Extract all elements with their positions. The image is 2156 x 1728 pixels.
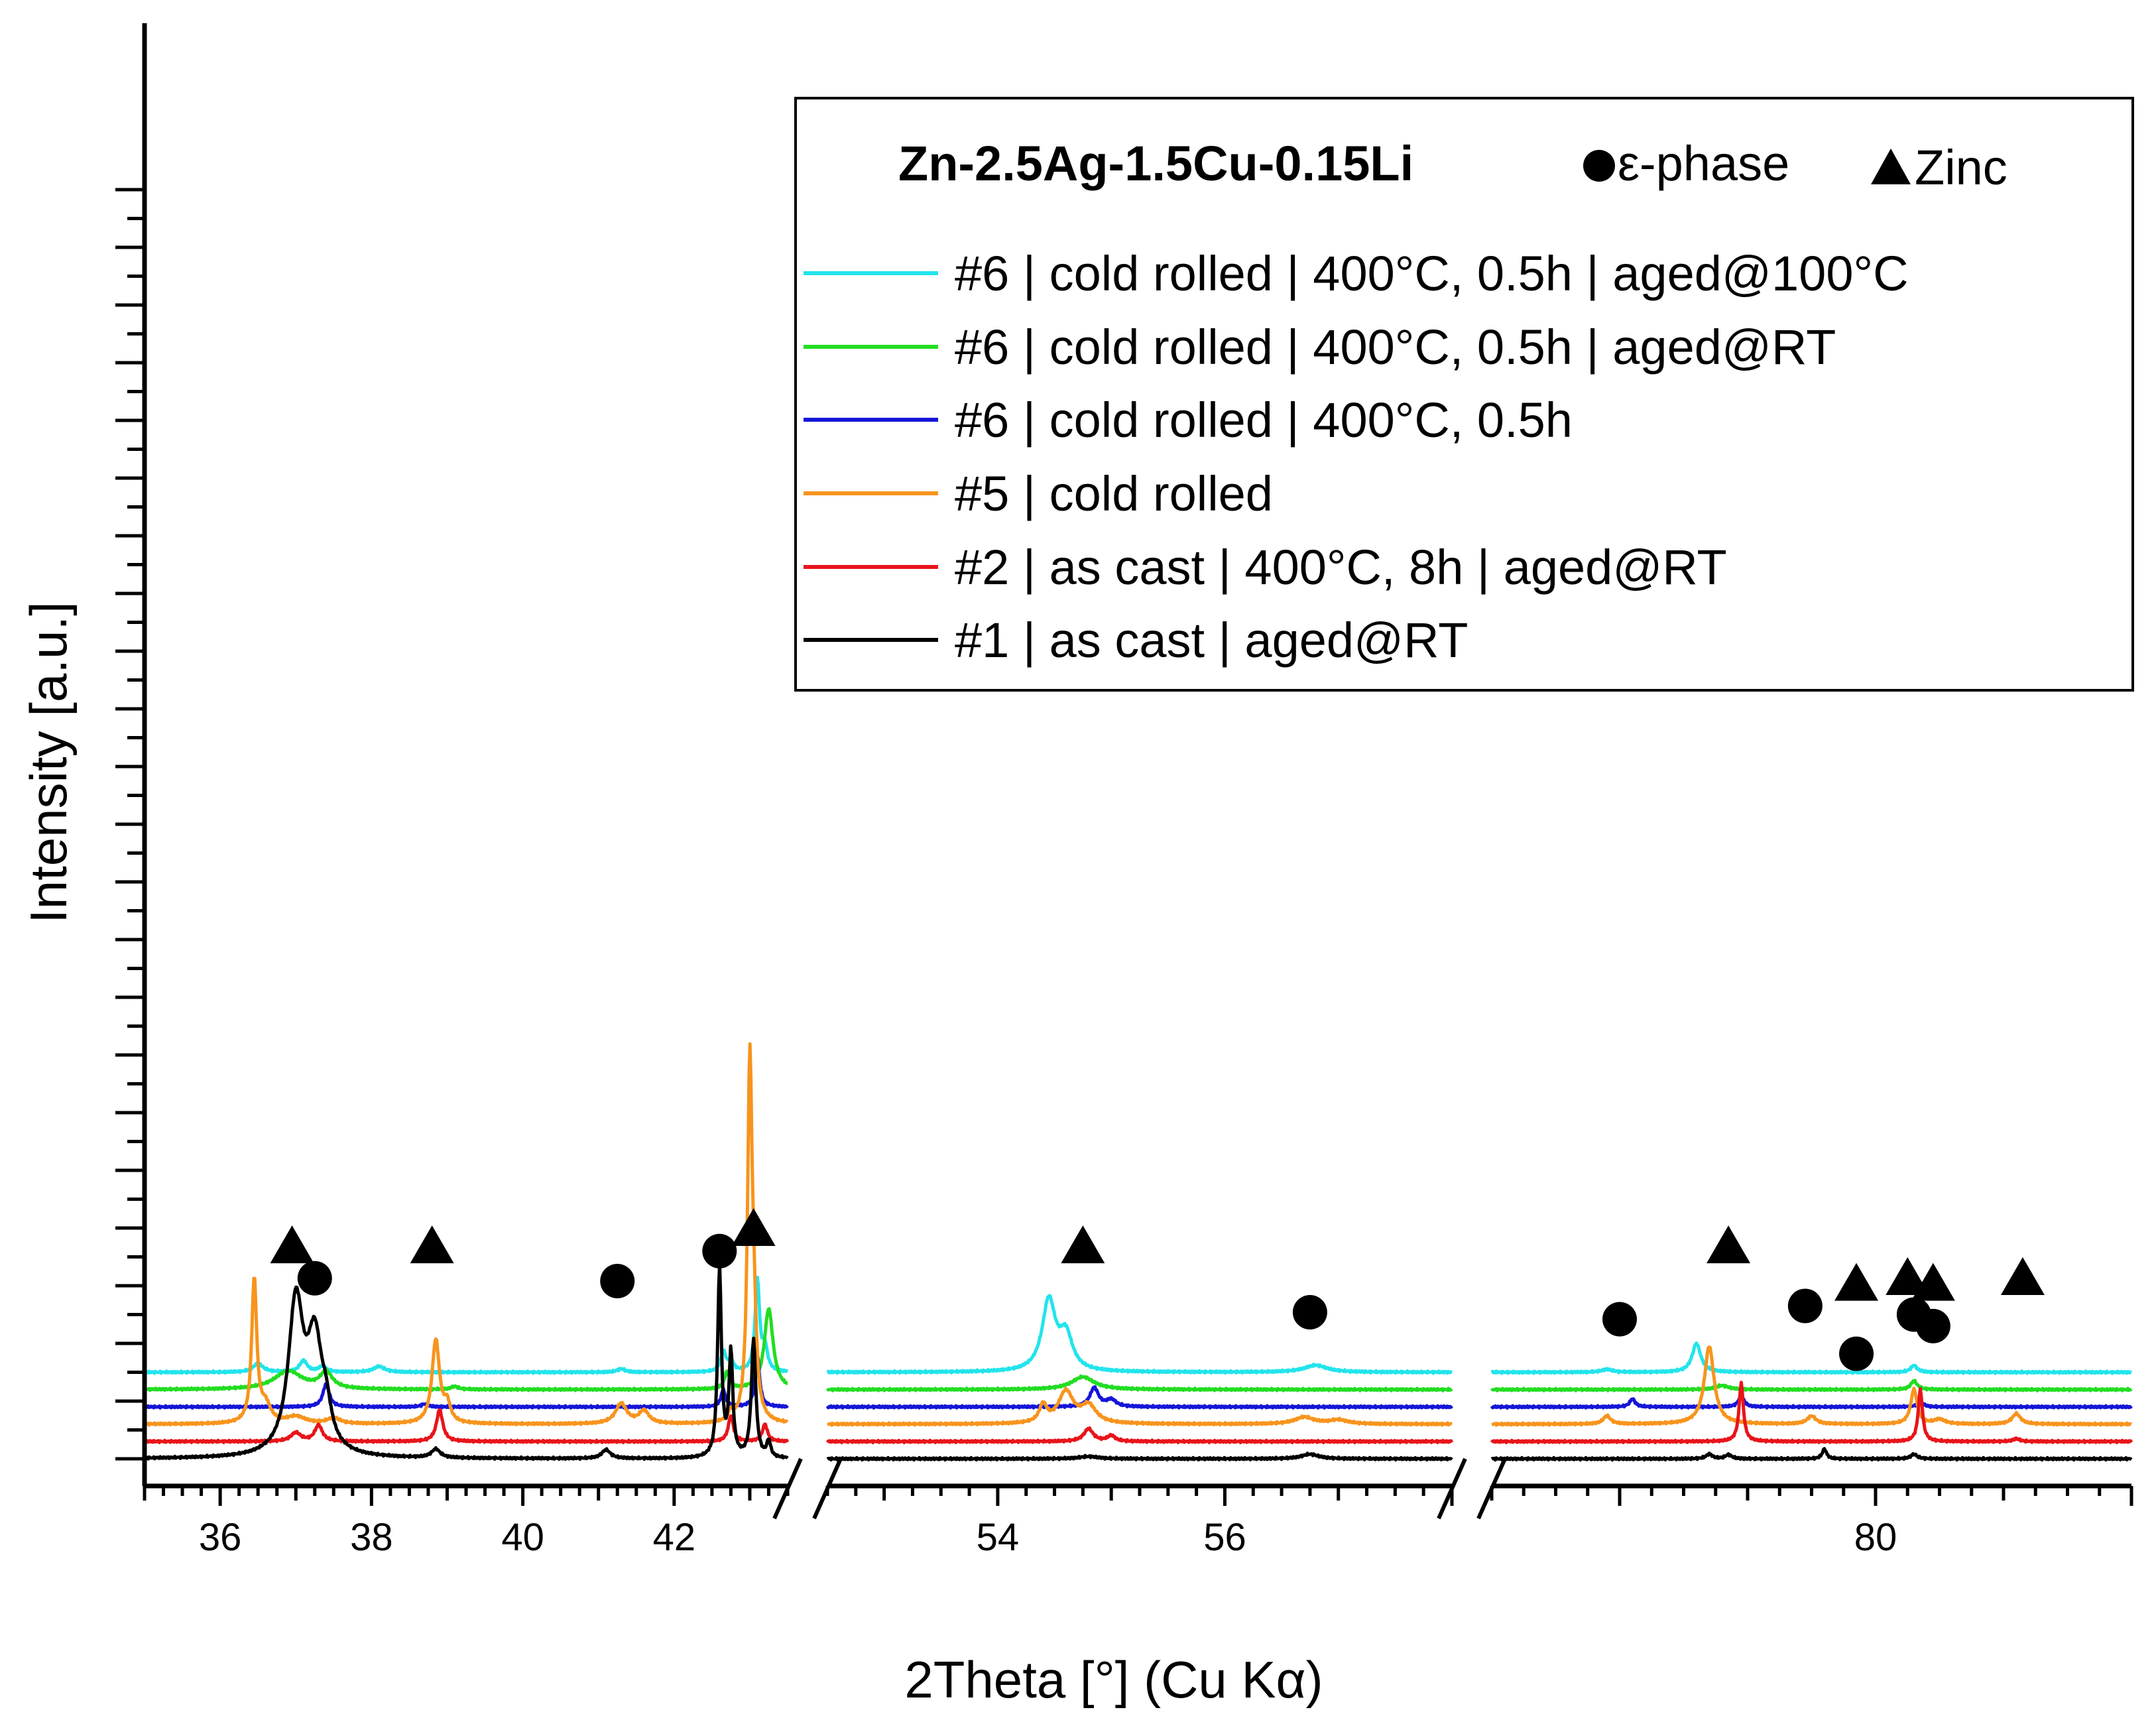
circle-marker-icon xyxy=(1583,150,1615,182)
series-line-4-segment-1 xyxy=(143,1042,789,1427)
trace-layer xyxy=(143,1042,2133,1462)
epsilon-phase-marker-12 xyxy=(702,1233,737,1268)
y-ticks xyxy=(115,188,145,1461)
legend-label-2: #6 | cold rolled | 400°C, 0.5h | aged@RT xyxy=(955,320,1836,375)
x-axis-title: 2Theta [°] (Cu Kα) xyxy=(904,1650,1323,1709)
axis-break-1 xyxy=(772,1457,843,1520)
legend-zinc-label: Zinc xyxy=(1915,140,2007,195)
epsilon-phase-marker-11 xyxy=(600,1264,635,1299)
x-tick-label: 42 xyxy=(653,1516,696,1559)
epsilon-phase-marker-13 xyxy=(1292,1295,1327,1330)
series-line-3-segment-3 xyxy=(1490,1393,2133,1410)
series-line-2-segment-2 xyxy=(825,1374,1453,1392)
axis-break-2 xyxy=(1437,1457,1507,1520)
series-line-1-segment-2 xyxy=(826,1294,1453,1375)
epsilon-phase-marker-18 xyxy=(1915,1308,1950,1343)
epsilon-phase-marker-16 xyxy=(1839,1336,1874,1371)
legend-label-3: #6 | cold rolled | 400°C, 0.5h xyxy=(955,393,1573,448)
series-line-3-segment-2 xyxy=(825,1385,1453,1410)
x-tick-label: 54 xyxy=(977,1516,1020,1559)
x-tick-label: 36 xyxy=(199,1516,242,1559)
legend: Zn-2.5Ag-1.5Cu-0.15Li ε-phase Zinc #6 | … xyxy=(794,97,2134,692)
epsilon-phase-marker-15 xyxy=(1787,1288,1823,1324)
x-ticks: 36 38 40 42 54 56 80 xyxy=(143,1486,2133,1559)
x-tick-label: 56 xyxy=(1203,1516,1246,1559)
zinc-marker-6 xyxy=(1834,1263,1879,1301)
series-line-5-segment-1 xyxy=(143,1408,790,1444)
x-tick-label: 80 xyxy=(1854,1516,1897,1559)
x-tick-label: 40 xyxy=(501,1516,544,1559)
x-tick-label: 38 xyxy=(350,1516,393,1559)
epsilon-phase-marker-10 xyxy=(297,1261,332,1296)
series-line-5-segment-2 xyxy=(825,1426,1454,1445)
series-line-2-segment-1 xyxy=(143,1307,789,1392)
legend-title: Zn-2.5Ag-1.5Cu-0.15Li xyxy=(898,136,1413,191)
series-line-1-segment-1 xyxy=(143,1275,789,1375)
legend-label-4: #5 | cold rolled xyxy=(955,466,1273,521)
series-line-3-segment-1 xyxy=(143,1353,789,1410)
legend-entries: #6 | cold rolled | 400°C, 0.5h | aged@10… xyxy=(804,246,1909,668)
series-line-6-segment-2 xyxy=(826,1451,1453,1462)
series-line-4-segment-3 xyxy=(1490,1345,2133,1427)
series-line-2-segment-3 xyxy=(1490,1379,2133,1392)
epsilon-phase-marker-14 xyxy=(1602,1302,1637,1337)
legend-box xyxy=(794,97,2134,692)
series-line-4-segment-2 xyxy=(826,1387,1453,1427)
triangle-marker-icon xyxy=(1871,149,1911,184)
y-axis-title: Intensity [a.u.] xyxy=(19,601,78,924)
axes: 36 38 40 42 54 56 80 xyxy=(115,23,2133,1559)
series-line-5-segment-3 xyxy=(1490,1381,2133,1445)
zinc-marker-9 xyxy=(2000,1257,2045,1295)
legend-label-5: #2 | as cast | 400°C, 8h | aged@RT xyxy=(955,540,1727,595)
zinc-marker-7 xyxy=(1886,1257,1930,1295)
zinc-marker-4 xyxy=(1061,1225,1105,1264)
legend-label-1: #6 | cold rolled | 400°C, 0.5h | aged@10… xyxy=(955,246,1909,301)
phase-marker-layer xyxy=(270,1208,2045,1371)
series-line-6-segment-1 xyxy=(143,1262,789,1461)
zinc-marker-2 xyxy=(410,1225,454,1264)
zinc-marker-8 xyxy=(1911,1263,1955,1301)
zinc-marker-1 xyxy=(270,1225,314,1264)
legend-epsilon-phase-label: ε-phase xyxy=(1618,136,1789,191)
series-line-6-segment-3 xyxy=(1490,1447,2133,1462)
zinc-marker-5 xyxy=(1707,1225,1751,1264)
legend-label-6: #1 | as cast | aged@RT xyxy=(955,613,1468,668)
zinc-marker-3 xyxy=(731,1208,776,1246)
series-line-1-segment-3 xyxy=(1490,1341,2133,1375)
